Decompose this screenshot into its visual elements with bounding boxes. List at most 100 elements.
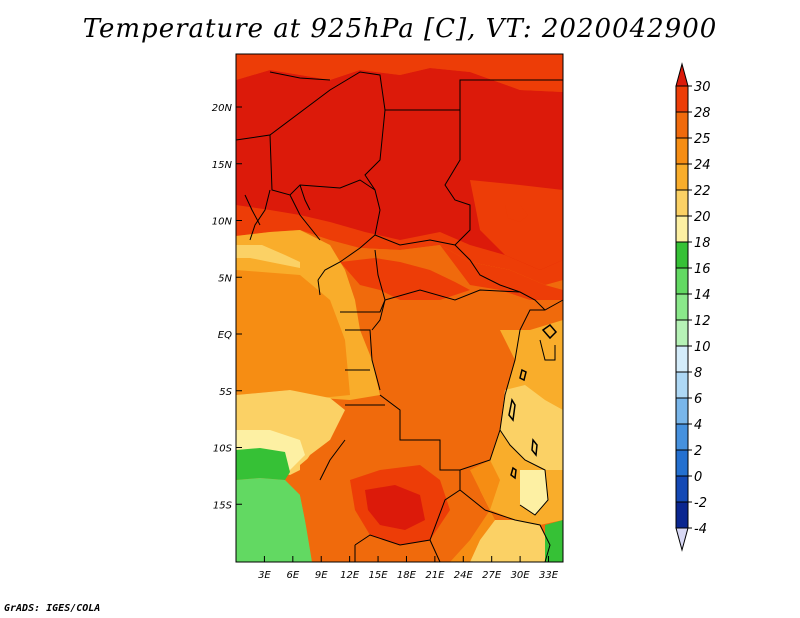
lake-4 [541,323,558,340]
colorbar-box [675,111,689,139]
country-border-17 [429,539,441,563]
colorbar-label: 20 [694,210,711,225]
colorbar-top-arrow [675,62,689,87]
x-tick-label: 3E [258,570,271,581]
country-border-25 [299,184,311,211]
lake-3 [510,466,517,480]
country-border-10 [345,329,381,391]
malawi-light [520,470,548,515]
colorbar-label: -2 [694,496,707,511]
country-border-9 [340,299,386,313]
country-border-1 [269,71,386,236]
colorbar-box [675,163,689,191]
country-border-15 [354,489,461,546]
y-tick-label: 5S [219,387,232,398]
y-tick-label: 5N [218,273,232,284]
y-tick-label: 10N [212,217,233,228]
x-tick-label: 33E [539,570,559,581]
y-tick-label: 20N [212,103,233,114]
x-tick-label: 12E [340,570,360,581]
colorbar-label: 25 [694,132,711,147]
country-borders [235,71,564,563]
map-frame [235,53,564,563]
colorbar-label: 22 [694,184,711,199]
colorbar-box [675,137,689,165]
sudan-hot-2 [470,180,563,270]
atlantic-mid [236,270,350,398]
colorbar-box [675,293,689,321]
colorbar-box [675,267,689,295]
chad-hot [440,245,563,300]
country-border-8 [384,289,521,301]
colorbar-label: 18 [694,236,711,251]
sahara-north-edge [236,54,563,92]
y-tick-label: 15S [213,500,233,511]
colorbar-label: 2 [694,444,702,459]
y-tick-label: EQ [218,330,232,341]
x-tick-label: 24E [454,570,474,581]
colorbar-box [675,501,689,529]
gulf-coast-cool [236,245,300,268]
colorbar-box [675,85,689,113]
y-tick-label: 10S [213,444,233,455]
footer-credit: GrADS: IGES/COLA [4,603,101,614]
x-tick-label: 27E [482,570,502,581]
x-tick-label: 18E [397,570,417,581]
x-tick-label: 21E [425,570,445,581]
mozambique-green [545,520,563,562]
mozambique-cool [470,520,550,562]
country-border-2 [385,109,471,246]
colorbar-box [675,345,689,373]
temperature-map [236,54,563,562]
namibia-green [236,448,290,480]
x-tick-label: 30E [511,570,531,581]
colorbar-label: 14 [694,288,711,303]
colorbar-label: 12 [694,314,711,329]
colorbar-label: -4 [694,522,707,537]
country-border-23 [249,189,271,241]
colorbar-label: 16 [694,262,711,277]
colorbar-box [675,241,689,269]
country-border-3 [459,79,563,110]
country-border-24 [289,194,321,241]
colorbar-box [675,475,689,503]
sahara-spot [505,205,528,222]
colorbar-label: 28 [694,106,711,121]
colorbar-label: 30 [694,80,711,95]
chart-title: Temperature at 925hPa [C], VT: 202004290… [82,14,718,44]
colorbar-box [675,319,689,347]
tanzania-warm [450,460,500,562]
lake-1 [508,397,516,422]
namibia-light [236,478,312,562]
colorbar-box [675,371,689,399]
colorbar-label: 0 [694,470,702,485]
cameroon-hot [340,258,470,300]
colorbar-label: 4 [694,418,702,433]
colorbar-label: 10 [694,340,711,355]
country-border-26 [244,194,261,226]
colorbar-box [675,189,689,217]
country-border-21 [484,509,551,563]
colorbar-label: 24 [694,158,711,173]
country-border-19 [499,429,549,516]
country-border-5 [317,234,376,281]
congo-warm [330,245,563,500]
country-border-6 [374,234,546,311]
country-border-18 [459,299,564,471]
zambia-core [365,485,425,530]
colorbar-box [675,397,689,425]
x-tick-label: 9E [315,570,328,581]
country-border-27 [317,279,321,296]
colorbar-label: 8 [694,366,702,381]
colorbar-box [675,215,689,243]
x-axis: 3E 6E 9E 12E 15E 18E 21E 24E 27E 30E 33E [258,556,559,581]
country-border-20 [539,339,556,361]
x-tick-label: 15E [369,570,389,581]
country-border-14 [319,439,346,481]
colorbar-bottom-arrow [675,527,689,552]
east-highlands [500,385,563,470]
lake-2 [531,438,538,457]
colorbar-label: 6 [694,392,702,407]
